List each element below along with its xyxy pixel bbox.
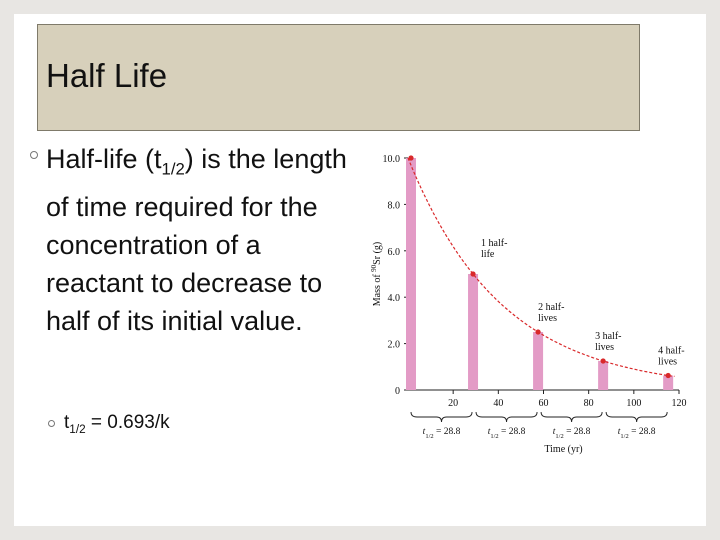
x-tick-label: 120 (672, 398, 687, 409)
bullet-item: Half-life (t1/2) is the length of time r… (30, 140, 350, 340)
brace-label-subscript: 1/2 (490, 433, 498, 440)
y-tick-label: 6.0 (388, 247, 401, 258)
annotation-label: lives (595, 342, 614, 353)
y-tick-label: 8.0 (388, 200, 401, 211)
y-tick-label: 4.0 (388, 293, 401, 304)
formula-rest: = 0.693/k (85, 412, 170, 433)
slide-title: Half Life (46, 57, 168, 94)
bullet-list: Half-life (t1/2) is the length of time r… (30, 140, 350, 340)
annotation-label: lives (538, 313, 557, 324)
sub-bullet-marker-icon (48, 420, 55, 427)
formula-item: t1/2 = 0.693/k (48, 412, 170, 436)
annotation-label: lives (658, 357, 677, 368)
brace-label-rest: = 28.8 (564, 427, 591, 437)
data-point (408, 155, 414, 161)
y-axis-label-element: Sr (g) (372, 242, 383, 265)
title-bar: Half Life (37, 24, 640, 131)
y-axis-label-superscript: 90 (370, 264, 378, 272)
brace-label-rest: = 28.8 (499, 427, 526, 437)
formula-subscript: 1/2 (69, 422, 86, 436)
formula-lead: t (64, 412, 70, 433)
brace-label: t1/2 = 28.8 (423, 427, 461, 440)
y-axis-label: Mass of 90Sr (g) (370, 242, 383, 307)
x-tick-label: 100 (626, 398, 641, 409)
bullet-text-lead: Half-life (t (46, 144, 162, 174)
annotation-label: 3 half- (595, 331, 621, 342)
brace-label-lead: t (488, 427, 491, 437)
annotation-label: 4 half- (658, 346, 684, 357)
bullet-text-rest: ) is the length of time required for the… (46, 144, 347, 337)
brace-label-subscript: 1/2 (555, 433, 563, 440)
data-point (535, 329, 541, 335)
chart-svg: 0 2.0 4.0 6.0 8.0 10.0 20 40 60 80 100 120 1 half-li… (370, 154, 687, 455)
bullet-marker-icon (30, 151, 38, 159)
brace-label: t1/2 = 28.8 (488, 427, 526, 440)
data-point (600, 358, 606, 364)
annotation-label: 2 half- (538, 302, 564, 313)
data-bar (663, 375, 674, 390)
bullet-text-subscript: 1/2 (161, 159, 185, 179)
brace-label-rest: = 28.8 (434, 427, 461, 437)
brace-label: t1/2 = 28.8 (553, 427, 591, 440)
brace-label-lead: t (423, 427, 426, 437)
interval-brace (540, 411, 603, 423)
x-tick-label: 40 (493, 398, 503, 409)
data-point (665, 372, 671, 379)
y-axis-label-text: Mass of (372, 272, 383, 306)
brace-label-lead: t (553, 427, 556, 437)
decay-curve (407, 157, 675, 377)
brace-label: t1/2 = 28.8 (618, 427, 656, 440)
data-bar (406, 158, 416, 390)
data-bar (533, 332, 544, 390)
brace-label-lead: t (618, 427, 621, 437)
annotation-label: life (481, 249, 495, 260)
interval-brace (605, 411, 668, 423)
y-tick-label: 0 (395, 386, 400, 397)
brace-label-subscript: 1/2 (620, 433, 628, 440)
x-tick-label: 20 (448, 398, 458, 409)
x-axis-label: Time (yr) (544, 444, 582, 455)
data-bar (598, 361, 609, 390)
brace-label-subscript: 1/2 (425, 433, 433, 440)
x-tick-label: 60 (539, 398, 549, 409)
y-tick-label: 10.0 (383, 154, 401, 165)
brace-label-rest: = 28.8 (629, 427, 656, 437)
x-tick-label: 80 (584, 398, 594, 409)
interval-brace (410, 411, 473, 423)
half-life-chart: 0 2.0 4.0 6.0 8.0 10.0 20 40 60 80 100 120 1 half-li… (366, 150, 696, 458)
annotation-label: 1 half- (481, 238, 507, 249)
y-tick-label: 2.0 (388, 340, 401, 351)
interval-brace (475, 411, 538, 423)
data-point (470, 271, 476, 277)
data-bar (468, 274, 479, 390)
